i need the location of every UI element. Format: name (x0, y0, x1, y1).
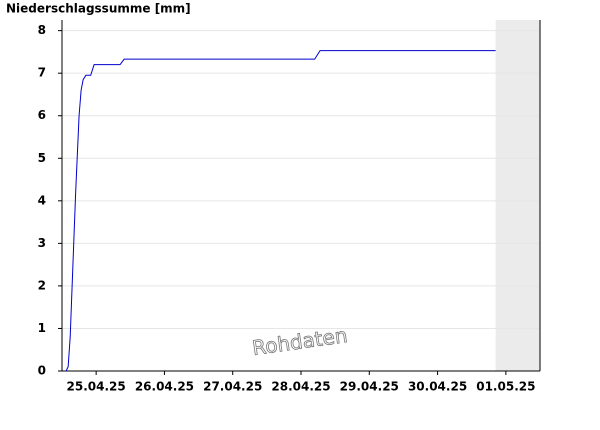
y-tick-label: 4 (38, 193, 46, 207)
chart-title: Niederschlagssumme [mm] (6, 2, 191, 16)
y-tick-label: 1 (38, 321, 46, 335)
x-tick-label: 29.04.25 (340, 380, 399, 394)
y-tick-label: 7 (38, 66, 46, 80)
x-tick-label: 25.04.25 (67, 380, 126, 394)
x-tick-label: 27.04.25 (203, 380, 262, 394)
y-tick-label: 5 (38, 151, 46, 165)
x-tick-label: 26.04.25 (135, 380, 194, 394)
x-tick-label: 28.04.25 (271, 380, 330, 394)
no-data-region (495, 20, 540, 371)
data-line (65, 50, 496, 372)
y-tick-label: 0 (38, 364, 46, 378)
watermark: Rohdaten (251, 323, 349, 360)
y-tick-label: 6 (38, 108, 46, 122)
y-tick-label: 2 (38, 278, 46, 292)
y-tick-label: 3 (38, 236, 46, 250)
x-tick-label: 30.04.25 (408, 380, 467, 394)
y-tick-label: 8 (38, 23, 46, 37)
plot-area (62, 20, 540, 371)
x-tick-label: 01.05.25 (476, 380, 535, 394)
